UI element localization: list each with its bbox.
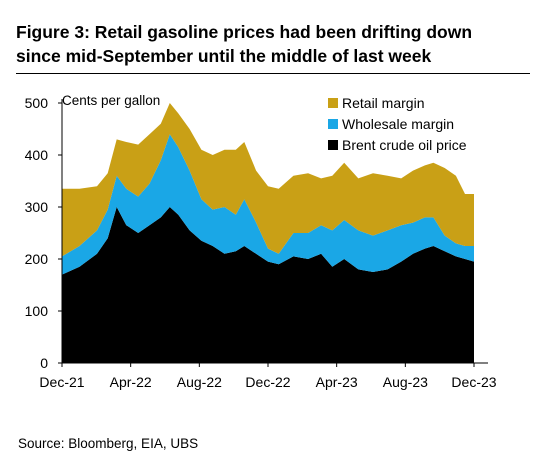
- series-area-retail-margin: [62, 103, 474, 257]
- legend-label: Wholesale margin: [342, 116, 454, 132]
- x-tick-label: Dec-23: [451, 374, 496, 390]
- y-tick-label: 0: [40, 355, 48, 371]
- legend-swatch: [328, 119, 338, 129]
- source-note: Source: Bloomberg, EIA, UBS: [18, 436, 199, 451]
- unit-label: Cents per gallon: [62, 93, 160, 108]
- legend-swatch: [328, 140, 338, 150]
- x-tick-label: Aug-22: [177, 374, 222, 390]
- x-tick-label: Aug-23: [383, 374, 428, 390]
- y-tick-label: 400: [25, 147, 49, 163]
- legend-swatch: [328, 98, 338, 108]
- stacked-area-chart: 0 100 200 300 400 500 Dec-21 Apr-22 Aug-22 Dec-22…: [25, 93, 497, 390]
- x-tick-label: Apr-23: [316, 374, 358, 390]
- series-areas: [62, 103, 474, 363]
- legend-label: Brent crude oil price: [342, 137, 467, 153]
- legend-label: Retail margin: [342, 95, 424, 111]
- x-tick-label: Dec-22: [245, 374, 290, 390]
- title-rule: [16, 73, 530, 74]
- series-area-wholesale-margin: [62, 134, 474, 275]
- x-tick-label: Apr-22: [110, 374, 152, 390]
- y-tick-label: 500: [25, 95, 49, 111]
- chart-title: Figure 3: Retail gasoline prices had bee…: [16, 20, 536, 68]
- legend: Retail margin Wholesale margin Brent crude…: [328, 95, 467, 153]
- series-area-brent-crude-oil-price: [62, 207, 474, 363]
- y-tick-label: 300: [25, 199, 49, 215]
- title-line-2: since mid-September until the middle of …: [16, 46, 432, 66]
- x-tick-label: Dec-21: [39, 374, 84, 390]
- axes: 0 100 200 300 400 500 Dec-21 Apr-22 Aug-22 Dec-22…: [25, 95, 497, 390]
- y-tick-label: 200: [25, 251, 49, 267]
- y-tick-label: 100: [25, 303, 49, 319]
- title-line-1: Figure 3: Retail gasoline prices had bee…: [16, 22, 473, 42]
